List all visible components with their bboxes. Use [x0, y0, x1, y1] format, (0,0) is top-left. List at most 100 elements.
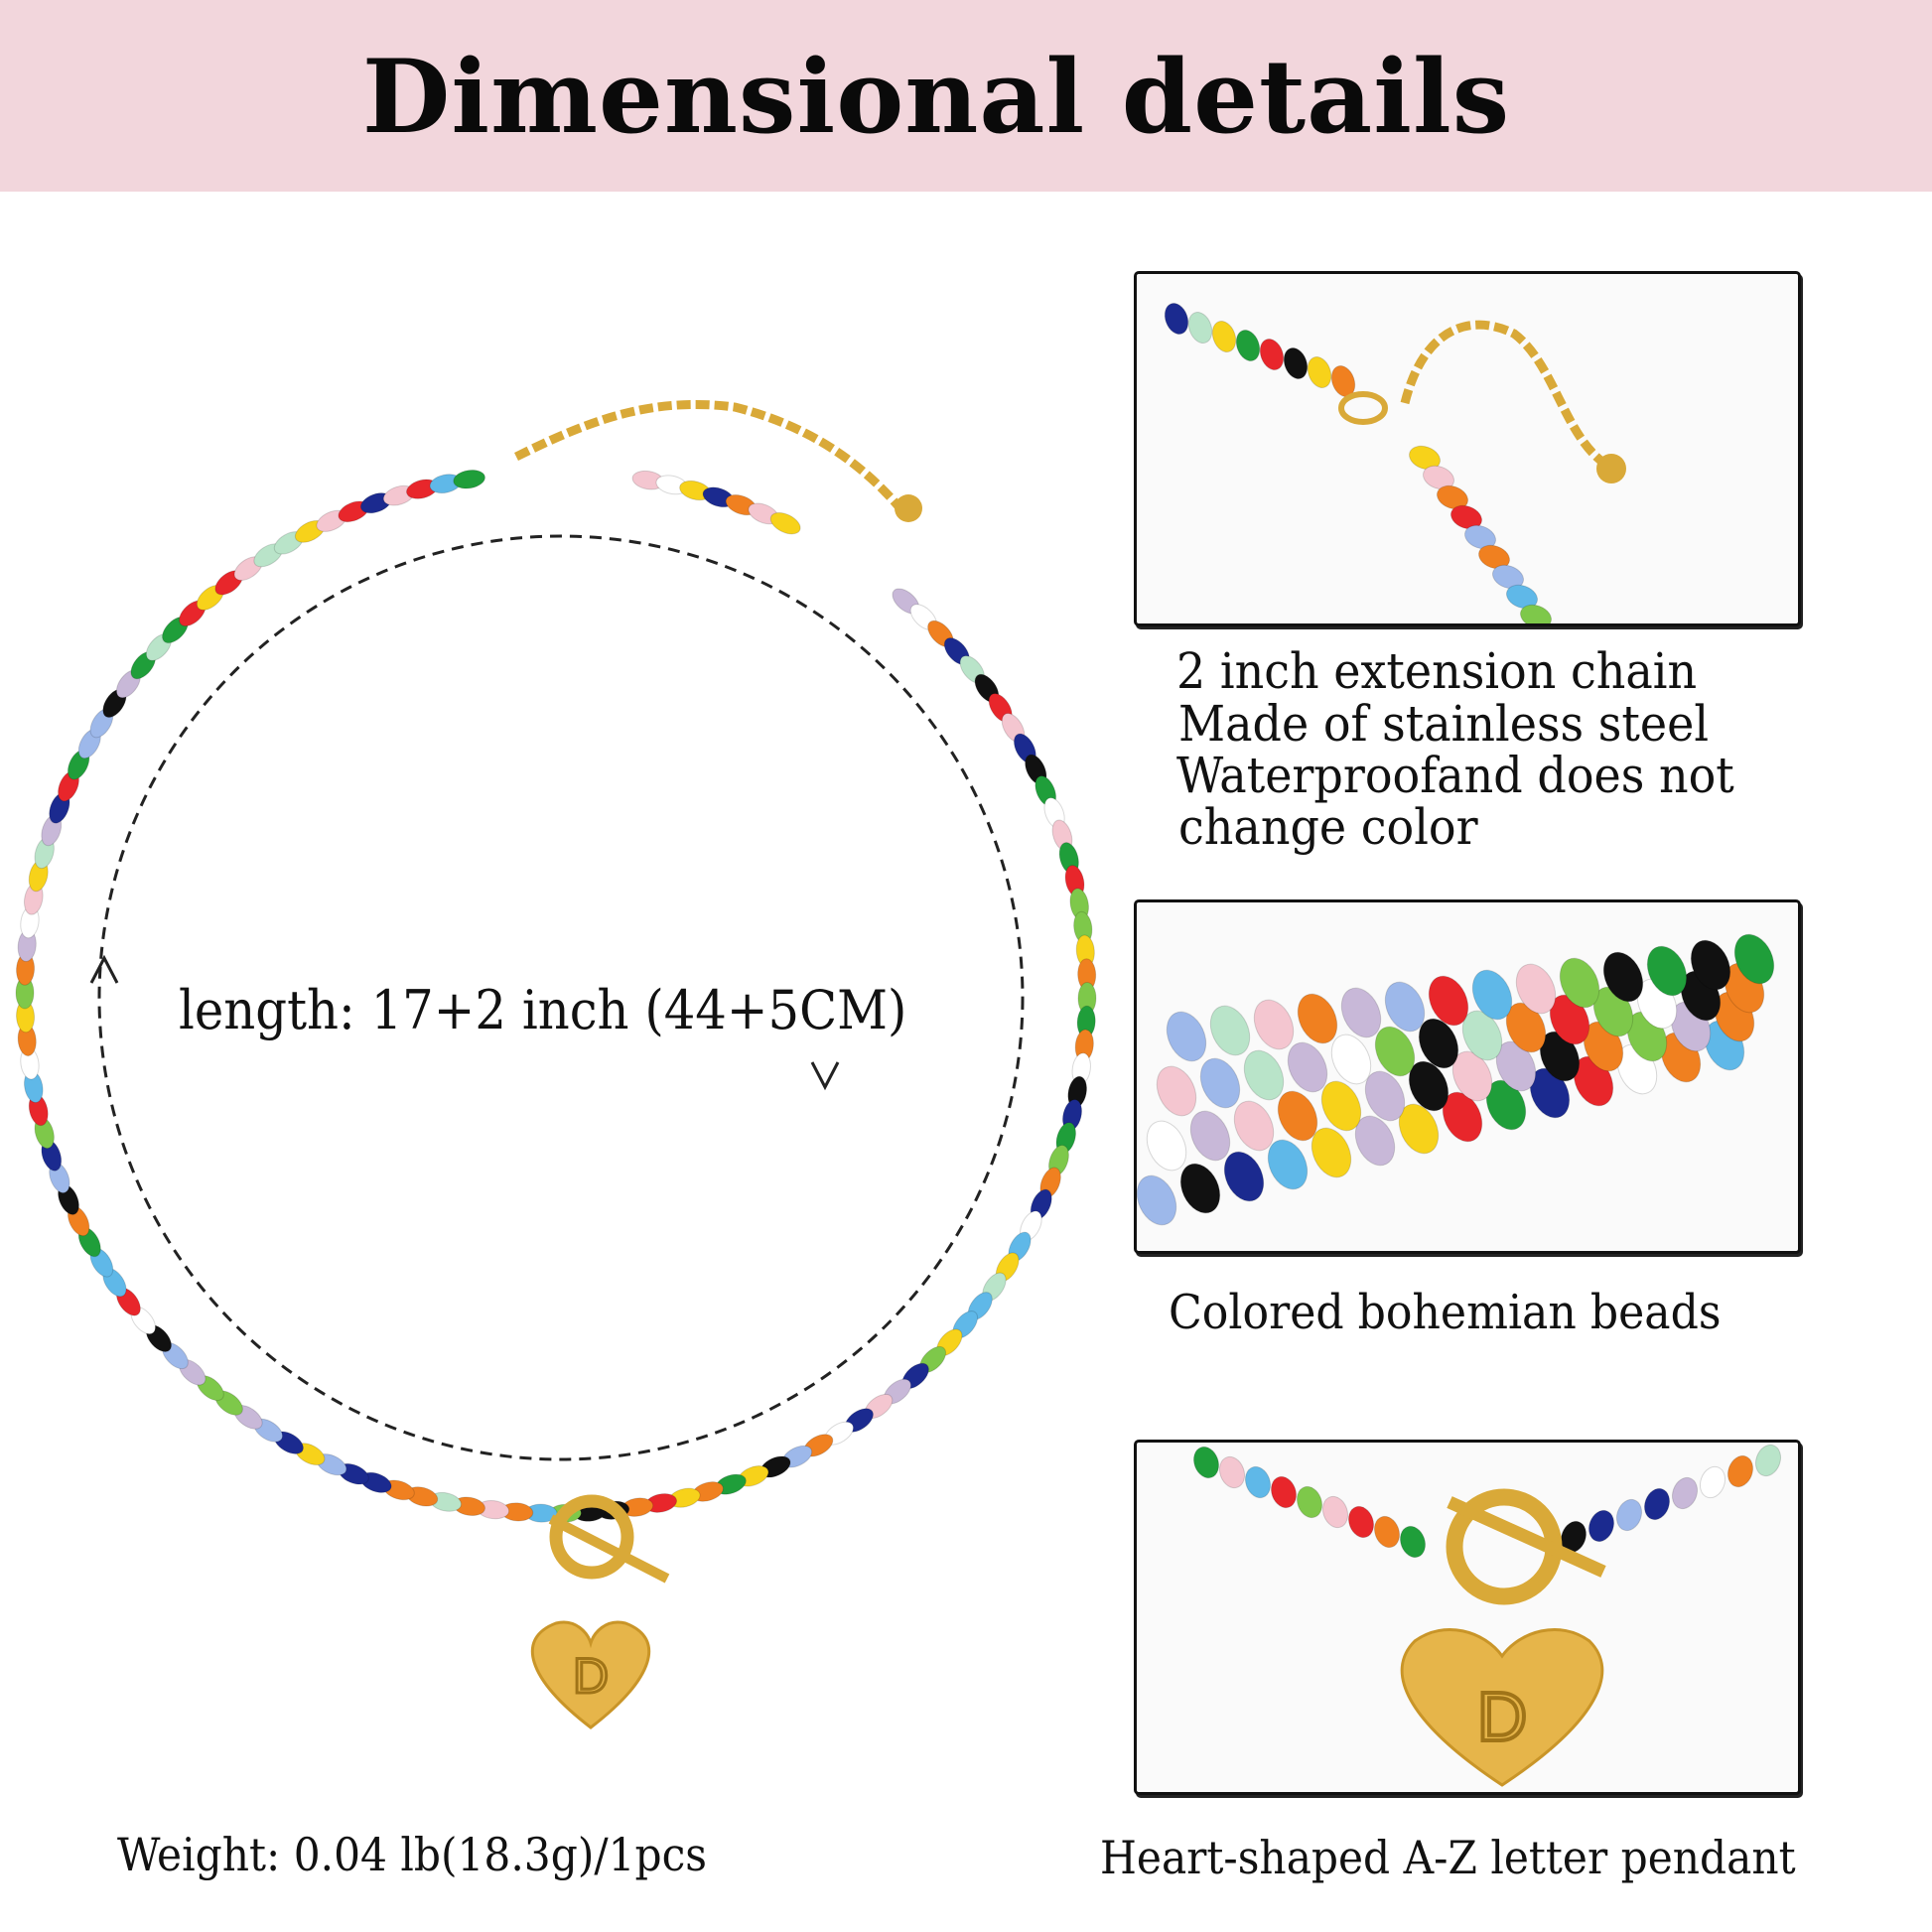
bead [1211, 321, 1237, 352]
bead [1374, 1026, 1416, 1077]
panel-beads [1134, 899, 1801, 1254]
extension-caption-line-3: Waterproofand does not [1176, 747, 1734, 804]
bead [1373, 1515, 1401, 1549]
bead [1602, 951, 1644, 1003]
header-banner [0, 0, 1932, 192]
extension-caption-line-4: change color [1178, 798, 1478, 856]
bead [1450, 504, 1482, 530]
bead [1461, 1010, 1503, 1061]
extension-caption-line-2: Made of stainless steel [1178, 695, 1710, 753]
bead [1320, 1080, 1362, 1132]
bead [1726, 1454, 1754, 1488]
bead [1451, 1050, 1493, 1102]
bead [1364, 1070, 1406, 1122]
bead [1199, 1057, 1241, 1109]
bead [1643, 1487, 1671, 1521]
bead [1495, 1040, 1537, 1092]
bead [1549, 994, 1590, 1045]
bead [1529, 1067, 1571, 1119]
extension-caption-line-1: 2 inch extension chain [1176, 642, 1698, 700]
bead [1354, 1115, 1396, 1167]
bead [1267, 1139, 1309, 1190]
bead [1384, 981, 1426, 1033]
bead [1437, 484, 1468, 510]
bead [1671, 1476, 1699, 1510]
bead [1408, 1060, 1449, 1112]
bead [1233, 1100, 1275, 1152]
bead [1347, 1505, 1375, 1539]
weight-label: Weight: 0.04 lb(18.3g)/1pcs [117, 1828, 708, 1881]
chain-tag [895, 494, 922, 522]
bead [1442, 1091, 1483, 1143]
bead [1179, 1163, 1221, 1214]
length-label: length: 17+2 inch (44+5CM) [179, 979, 907, 1041]
bead [1646, 945, 1688, 997]
bead [1423, 465, 1454, 490]
bead [1297, 993, 1338, 1044]
bead [1506, 584, 1538, 610]
bead [453, 469, 485, 489]
extension-chain [513, 399, 902, 509]
bead [1699, 1465, 1726, 1499]
bead [1137, 1174, 1177, 1226]
panel-pendant: D [1134, 1440, 1801, 1795]
bead [1690, 939, 1731, 991]
bead [1330, 1034, 1372, 1085]
bead [1754, 1444, 1782, 1477]
bead [1505, 1002, 1547, 1053]
bead [1253, 999, 1295, 1050]
bead [1223, 1151, 1265, 1202]
toggle-bar [548, 1514, 670, 1584]
bead [1235, 330, 1261, 361]
bead [1587, 1509, 1615, 1543]
bead [1244, 1465, 1272, 1499]
bead [1189, 1110, 1231, 1162]
bead [769, 512, 801, 535]
bead [1296, 1485, 1323, 1519]
bead [1307, 356, 1332, 388]
bead [1321, 1495, 1349, 1529]
pendant-caption: Heart-shaped A-Z letter pendant [1100, 1831, 1796, 1884]
bead [1164, 303, 1189, 335]
bead [1146, 1120, 1187, 1172]
bead [1409, 445, 1441, 471]
length-arrow-icons [89, 954, 840, 1091]
bead [1615, 1498, 1643, 1532]
bead [1156, 1065, 1197, 1117]
bead [1515, 963, 1557, 1015]
bead [1283, 347, 1309, 379]
bead [1485, 1079, 1527, 1131]
bead [1259, 339, 1285, 370]
toggle-ring [549, 1494, 634, 1580]
bead [1270, 1475, 1298, 1509]
panel-extension-chain [1134, 271, 1801, 626]
bead [1471, 969, 1513, 1021]
bead [1428, 975, 1469, 1027]
bead [1478, 544, 1510, 570]
bead [1398, 1103, 1440, 1155]
heart-pendant [530, 1620, 651, 1729]
bead [1418, 1018, 1459, 1069]
bead [1243, 1049, 1285, 1101]
dashed-length-circle [97, 534, 1025, 1461]
bead [1187, 312, 1213, 344]
bead [1277, 1090, 1318, 1142]
beads-caption: Colored bohemian beads [1169, 1285, 1722, 1340]
pendant-letter-closeup: D [1477, 1678, 1528, 1755]
bead [1166, 1011, 1207, 1062]
bead [1733, 933, 1775, 985]
page-title: Dimensional details [361, 38, 1511, 157]
pendant-letter: D [573, 1648, 609, 1704]
bead [1559, 957, 1600, 1009]
bead [1287, 1041, 1328, 1093]
bead [1520, 604, 1552, 623]
bead [1492, 564, 1524, 590]
bead [1399, 1525, 1427, 1559]
bead [1209, 1005, 1251, 1056]
bead [1340, 987, 1382, 1038]
bead [1192, 1446, 1220, 1479]
bead [1539, 1031, 1581, 1082]
bead [1464, 524, 1496, 550]
bead [1311, 1127, 1352, 1178]
